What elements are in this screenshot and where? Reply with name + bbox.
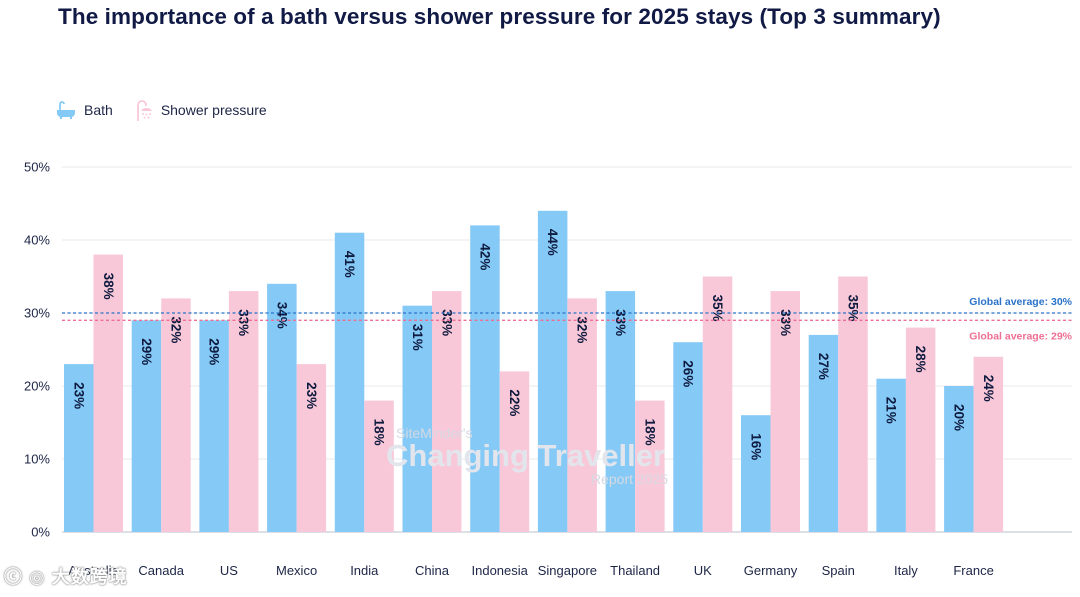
data-label: 33%: [778, 309, 793, 336]
legend-item-shower: Shower pressure: [135, 99, 267, 121]
x-tick-label: Australia: [68, 563, 119, 578]
bar-bath: [605, 291, 636, 532]
y-tick-label: 20%: [24, 379, 50, 394]
bar-bath: [267, 283, 297, 532]
legend-label-shower: Shower pressure: [160, 102, 267, 118]
x-tick-label: India: [350, 563, 379, 578]
bar-shower: [499, 371, 530, 532]
data-label: 22%: [507, 389, 522, 416]
x-axis-ticks: Australia Canada US Mexico India China Indones…: [68, 563, 994, 578]
x-tick-label: Thailand: [610, 563, 660, 578]
y-tick-label: 50%: [24, 160, 50, 175]
data-label: 42%: [477, 243, 492, 270]
x-tick-label: UK: [694, 563, 712, 578]
y-tick-label: 40%: [24, 233, 50, 248]
reference-line-label: Global average: 30%: [969, 296, 1072, 308]
data-label: 33%: [236, 309, 251, 336]
bar-bath: [131, 320, 162, 532]
data-label: 33%: [439, 309, 454, 336]
data-label: 24%: [981, 375, 996, 402]
bar-shower: [702, 276, 733, 532]
data-label: 38%: [101, 273, 116, 300]
data-label: 29%: [139, 338, 154, 365]
bar-shower: [432, 291, 462, 532]
chart-legend: Bath Shower pressure: [56, 99, 289, 121]
legend-label-bath: Bath: [84, 102, 113, 118]
bars: 23% 38% 29% 32% 29% 33% 34% 23% 41% 18% 31% 33% 42% 2…: [64, 210, 1004, 533]
x-tick-label: Mexico: [276, 563, 317, 578]
y-tick-label: 10%: [24, 452, 50, 467]
data-label: 28%: [913, 346, 928, 373]
bar-bath: [470, 225, 500, 532]
bar-bath: [334, 232, 365, 532]
data-label: 18%: [642, 419, 657, 446]
data-label: 21%: [884, 397, 899, 424]
data-label: 32%: [575, 316, 590, 343]
data-label: 35%: [710, 295, 725, 322]
bar-bath: [64, 364, 94, 532]
data-label: 16%: [748, 433, 763, 460]
bar-bath: [537, 210, 568, 533]
bathtub-icon: [57, 101, 75, 119]
data-label: 34%: [274, 302, 289, 329]
shower-icon: [136, 100, 152, 121]
x-tick-label: China: [415, 563, 450, 578]
reference-lines: Global average: 30% Global average: 29%: [62, 296, 1073, 342]
bar-shower: [364, 400, 394, 532]
x-tick-label: US: [220, 563, 238, 578]
bar-bath: [944, 386, 974, 532]
bar-bath: [876, 378, 906, 532]
bar-bath: [402, 305, 432, 532]
x-tick-label: Canada: [138, 563, 184, 578]
data-label: 32%: [168, 316, 183, 343]
legend-item-bath: Bath: [56, 101, 113, 119]
data-label: 31%: [410, 324, 425, 351]
data-label: 29%: [207, 338, 222, 365]
y-axis-ticks: 0% 10% 20% 30% 40% 50%: [24, 160, 50, 540]
bar-shower: [161, 298, 191, 532]
data-label: 23%: [304, 382, 319, 409]
data-label: 20%: [951, 404, 966, 431]
bar-bath: [741, 415, 771, 532]
data-label: 18%: [372, 419, 387, 446]
x-tick-label: Germany: [744, 563, 798, 578]
bar-shower: [838, 276, 868, 532]
x-tick-label: Indonesia: [472, 563, 529, 578]
x-tick-label: France: [953, 563, 993, 578]
bar-shower: [228, 291, 259, 532]
data-label: 23%: [71, 382, 86, 409]
bar-bath: [673, 342, 703, 532]
bar-shower: [973, 356, 1004, 532]
x-tick-label: Spain: [822, 563, 855, 578]
y-tick-label: 30%: [24, 306, 50, 321]
bar-bath: [808, 334, 839, 532]
x-tick-label: Singapore: [538, 563, 597, 578]
data-label: 41%: [342, 251, 357, 278]
bar-shower: [93, 254, 123, 532]
data-label: 33%: [613, 309, 628, 336]
bar-shower: [770, 291, 800, 532]
data-label: 44%: [545, 229, 560, 256]
data-label: 26%: [681, 360, 696, 387]
bar-bath: [199, 320, 229, 532]
bar-shower: [567, 298, 597, 532]
x-tick-label: Italy: [894, 563, 918, 578]
data-label: 35%: [845, 295, 860, 322]
bar-shower: [905, 327, 936, 532]
bar-shower: [296, 364, 327, 532]
y-tick-label: 0%: [31, 525, 50, 540]
reference-line-label: Global average: 29%: [969, 330, 1072, 342]
data-label: 27%: [816, 353, 831, 380]
bar-shower: [635, 400, 665, 532]
chart-title: The importance of a bath versus shower p…: [58, 4, 941, 29]
